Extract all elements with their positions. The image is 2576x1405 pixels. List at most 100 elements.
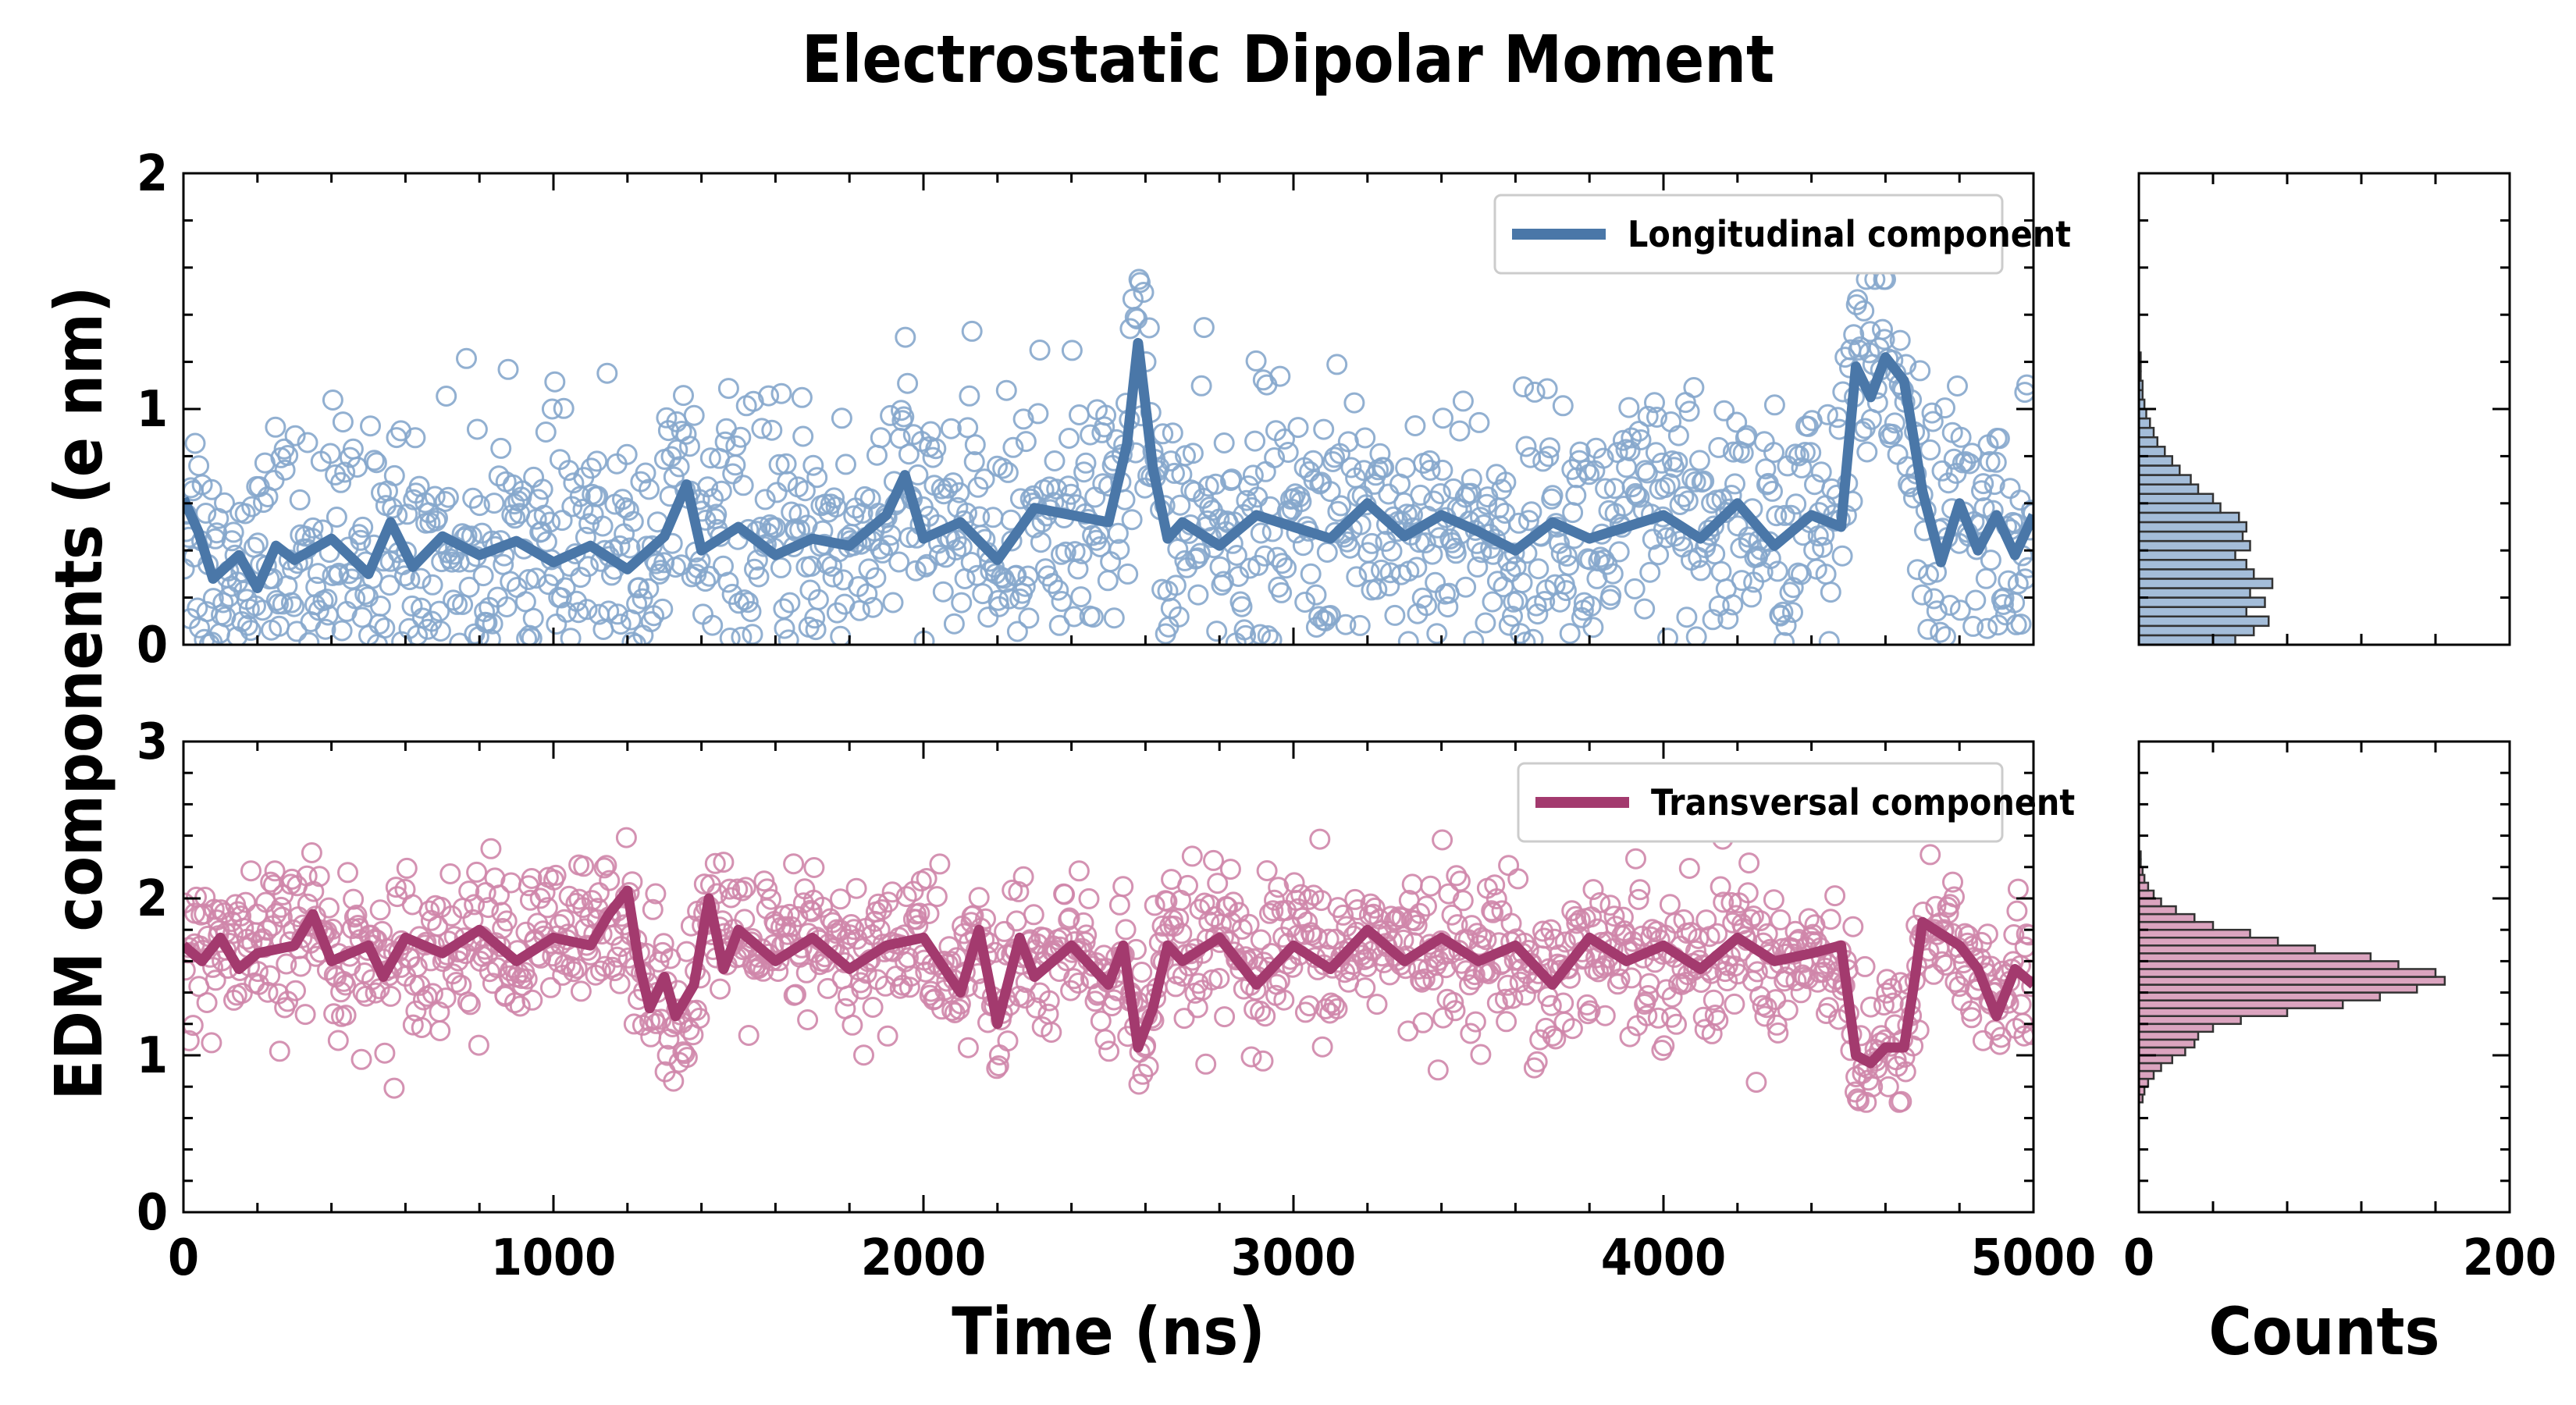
scatter-point bbox=[692, 603, 713, 625]
scatter-point bbox=[1762, 480, 1783, 502]
scatter-point bbox=[881, 881, 903, 903]
scatter-point bbox=[1692, 1006, 1714, 1028]
scatter-point bbox=[201, 1032, 222, 1054]
scatter-point bbox=[635, 462, 656, 484]
scatter-point bbox=[1985, 451, 2007, 473]
scatter-point bbox=[1426, 623, 1448, 645]
scatter-point bbox=[446, 972, 468, 993]
scatter-point bbox=[1542, 1025, 1564, 1047]
scatter-point bbox=[1681, 468, 1703, 489]
scatter-point bbox=[523, 466, 545, 488]
scatter-point bbox=[1460, 1023, 1482, 1044]
scatter-point bbox=[1656, 527, 1678, 549]
scatter-point bbox=[1082, 606, 1104, 628]
scatter-point bbox=[1683, 377, 1705, 398]
scatter-point bbox=[1810, 461, 1832, 483]
scatter-point bbox=[1703, 989, 1724, 1011]
histogram-bar bbox=[2137, 1023, 2215, 1033]
scatter-point bbox=[1637, 985, 1659, 1006]
scatter-point bbox=[1820, 582, 1841, 603]
scatter-point bbox=[1763, 889, 1784, 911]
scatter-point bbox=[1592, 447, 1614, 469]
scatter-point bbox=[1406, 557, 1428, 578]
scatter-point bbox=[1722, 594, 1744, 616]
scatter-point bbox=[1947, 375, 1968, 397]
scatter-point bbox=[922, 446, 944, 468]
scatter-point bbox=[619, 537, 641, 559]
scatter-point bbox=[563, 472, 585, 494]
scatter-point bbox=[926, 886, 948, 908]
scatter-point bbox=[1409, 902, 1431, 924]
scatter-point bbox=[1311, 1036, 1333, 1058]
scatter-point bbox=[350, 1048, 372, 1070]
scatter-point bbox=[1354, 977, 1376, 999]
scatter-point bbox=[1044, 450, 1066, 471]
scatter-point bbox=[1274, 429, 1295, 450]
scatter-point bbox=[1621, 427, 1642, 449]
scatter-point bbox=[1767, 560, 1788, 582]
histogram-bar bbox=[2137, 897, 2162, 908]
scatter-point bbox=[509, 995, 531, 1017]
scatter-point bbox=[196, 992, 218, 1013]
scatter-point bbox=[1724, 993, 1745, 1015]
scatter-point bbox=[1216, 896, 1238, 918]
scatter-point bbox=[1238, 913, 1260, 935]
scatter-point bbox=[1514, 984, 1536, 1006]
scatter-point bbox=[1911, 584, 1933, 606]
scatter-point bbox=[1818, 997, 1840, 1019]
scatter-point bbox=[334, 461, 356, 483]
scatter-point bbox=[753, 535, 774, 557]
scatter-point bbox=[383, 464, 405, 486]
scatter-point bbox=[1653, 1035, 1675, 1057]
scatter-point bbox=[787, 905, 809, 927]
scatter-point bbox=[1577, 1003, 1599, 1025]
scatter-point bbox=[550, 587, 572, 609]
scatter-point bbox=[1261, 629, 1283, 645]
legend-bottom: Transversal component bbox=[1517, 762, 2075, 843]
scatter-point bbox=[1231, 596, 1253, 617]
scatter-point bbox=[865, 567, 887, 589]
scatter-point bbox=[1075, 452, 1097, 474]
scatter-point bbox=[616, 443, 638, 465]
scatter-point bbox=[393, 565, 415, 587]
scatter-point bbox=[1685, 471, 1706, 493]
scatter-point bbox=[1707, 1009, 1729, 1031]
scatter-point bbox=[439, 863, 461, 884]
scatter-point bbox=[308, 866, 330, 887]
scatter-point bbox=[623, 1013, 645, 1035]
scatter-point bbox=[319, 443, 341, 464]
scatter-point bbox=[247, 532, 269, 554]
scatter-point bbox=[270, 896, 292, 918]
scatter-point bbox=[360, 415, 381, 437]
scatter-point bbox=[1959, 453, 1980, 475]
scatter-point bbox=[916, 868, 938, 889]
hist-x-tick-label: 0 bbox=[2123, 1229, 2154, 1287]
scatter-point bbox=[1364, 473, 1385, 495]
scatter-point bbox=[1309, 828, 1331, 850]
scatter-point bbox=[1452, 890, 1474, 912]
scatter-point bbox=[1555, 580, 1577, 602]
scatter-point bbox=[214, 492, 235, 514]
scatter-point bbox=[730, 426, 752, 448]
scatter-point bbox=[1552, 395, 1574, 417]
scatter-point bbox=[1934, 397, 1955, 419]
scatter-point bbox=[521, 868, 543, 889]
scatter-point bbox=[792, 425, 814, 447]
scatter-point bbox=[1675, 971, 1697, 993]
histogram-bar bbox=[2137, 436, 2158, 448]
scatter-point bbox=[609, 973, 631, 994]
scatter-point bbox=[1340, 457, 1362, 478]
scatter-point bbox=[1763, 394, 1785, 416]
scatter-point bbox=[1416, 595, 1438, 617]
histogram-frame-bottom bbox=[2137, 740, 2511, 1214]
scatter-point bbox=[987, 589, 1009, 611]
y-tick-label: 0 bbox=[137, 1184, 168, 1242]
scatter-point bbox=[1710, 560, 1732, 582]
scatter-point bbox=[880, 404, 902, 426]
x-tick-label: 0 bbox=[168, 1229, 199, 1287]
scatter-point bbox=[1975, 567, 1997, 589]
scatter-point bbox=[622, 510, 644, 532]
scatter-point bbox=[365, 452, 387, 474]
scatter-point bbox=[1158, 616, 1179, 638]
